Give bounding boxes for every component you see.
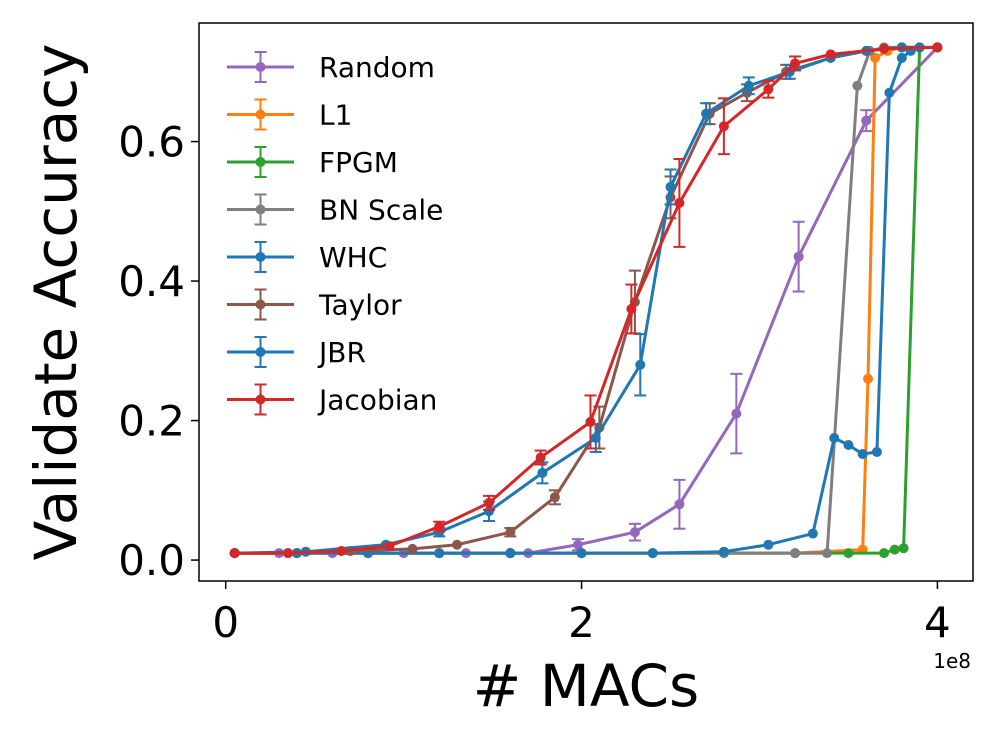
data-point xyxy=(863,373,874,384)
y-tick-label: 0.6 xyxy=(118,118,185,167)
y-tick-label: 0.4 xyxy=(118,257,185,306)
x-axis-title: # MACs xyxy=(473,652,699,720)
data-point xyxy=(718,121,729,132)
data-point xyxy=(843,439,854,450)
data-point xyxy=(932,42,943,53)
data-point xyxy=(879,548,890,559)
data-point xyxy=(896,52,907,63)
data-point xyxy=(629,527,640,538)
legend-entry-jacobian: Jacobian xyxy=(227,383,437,417)
data-point xyxy=(822,548,833,559)
legend-entry-random: Random xyxy=(227,51,435,84)
data-point xyxy=(763,84,774,95)
y-tick-label: 0.0 xyxy=(118,536,185,585)
data-point xyxy=(898,543,909,554)
legend-marker xyxy=(255,109,266,120)
data-point xyxy=(626,303,637,314)
data-point xyxy=(857,449,868,460)
legend-marker xyxy=(255,299,266,310)
legend-marker xyxy=(255,204,266,215)
plot-frame xyxy=(198,22,974,582)
data-point xyxy=(763,539,774,550)
data-point xyxy=(635,359,646,370)
data-point xyxy=(879,43,890,54)
data-point xyxy=(807,528,818,539)
legend-label: Taylor xyxy=(318,289,402,322)
legend-marker xyxy=(255,347,266,357)
data-point xyxy=(884,87,895,98)
data-point xyxy=(743,80,754,91)
x-tick-label: 0 xyxy=(212,598,239,647)
legend-label: BN Scale xyxy=(319,194,443,227)
data-point xyxy=(407,543,418,554)
legend-marker xyxy=(255,394,266,405)
data-point xyxy=(647,548,658,559)
legend-entry-jbr: JBR xyxy=(227,336,366,369)
plot-series-layer xyxy=(229,42,943,559)
data-point xyxy=(674,499,685,510)
data-point xyxy=(572,539,583,550)
data-point xyxy=(535,452,546,463)
y-axis-title: Validate Accuracy xyxy=(22,44,90,561)
data-point xyxy=(549,492,560,503)
x-axis-offset-label: 1e8 xyxy=(933,649,971,673)
data-point xyxy=(861,115,872,126)
legend-label: JBR xyxy=(317,336,366,369)
series-line xyxy=(234,45,938,555)
data-point xyxy=(889,544,900,555)
data-point xyxy=(718,546,729,557)
legend-marker xyxy=(255,252,266,262)
data-point xyxy=(790,58,801,69)
legend-entry-l1: L1 xyxy=(227,98,352,132)
legend-marker xyxy=(255,62,266,72)
data-point xyxy=(576,548,587,559)
series-jacobian xyxy=(229,42,943,559)
data-point xyxy=(870,52,881,63)
data-point xyxy=(871,446,882,457)
y-tick-label: 0.2 xyxy=(118,397,185,446)
legend-entry-fpgm: FPGM xyxy=(227,146,398,179)
data-point xyxy=(793,251,804,262)
legend-entry-bn-scale: BN Scale xyxy=(227,193,443,227)
legend-label: FPGM xyxy=(319,146,398,179)
data-point xyxy=(590,433,601,444)
data-point xyxy=(484,497,495,508)
data-point xyxy=(229,548,240,559)
data-point xyxy=(384,541,395,552)
x-tick-label: 2 xyxy=(568,598,595,647)
data-point xyxy=(585,416,596,427)
data-point xyxy=(336,546,347,557)
data-point xyxy=(484,506,495,517)
data-point xyxy=(434,548,445,559)
data-point xyxy=(665,181,676,192)
legend-label: L1 xyxy=(319,99,352,132)
legend-label: Random xyxy=(319,51,435,84)
data-point xyxy=(790,548,801,559)
legend: Random L1 FPGM BN Scale WHC Taylor JBR Jacobian xyxy=(227,51,443,417)
data-point xyxy=(825,49,836,60)
data-point xyxy=(674,197,685,208)
legend-marker xyxy=(255,157,266,167)
legend-label: Jacobian xyxy=(317,384,437,417)
data-point xyxy=(282,548,293,559)
data-point xyxy=(829,433,840,444)
data-point xyxy=(701,108,712,119)
data-point xyxy=(537,467,548,478)
legend-entry-whc: WHC xyxy=(227,241,387,274)
data-point xyxy=(434,521,445,532)
data-point xyxy=(852,80,863,91)
axis-ticks: 0 2 4 0.0 0.2 0.4 0.6 xyxy=(118,118,951,647)
data-point xyxy=(505,527,516,538)
legend-entry-taylor: Taylor xyxy=(227,288,402,322)
data-point xyxy=(731,408,742,419)
x-tick-label: 4 xyxy=(924,598,951,647)
data-point xyxy=(843,548,854,559)
data-point xyxy=(505,548,516,559)
series-line xyxy=(234,46,921,555)
data-point xyxy=(452,539,462,550)
legend-label: WHC xyxy=(319,241,387,274)
